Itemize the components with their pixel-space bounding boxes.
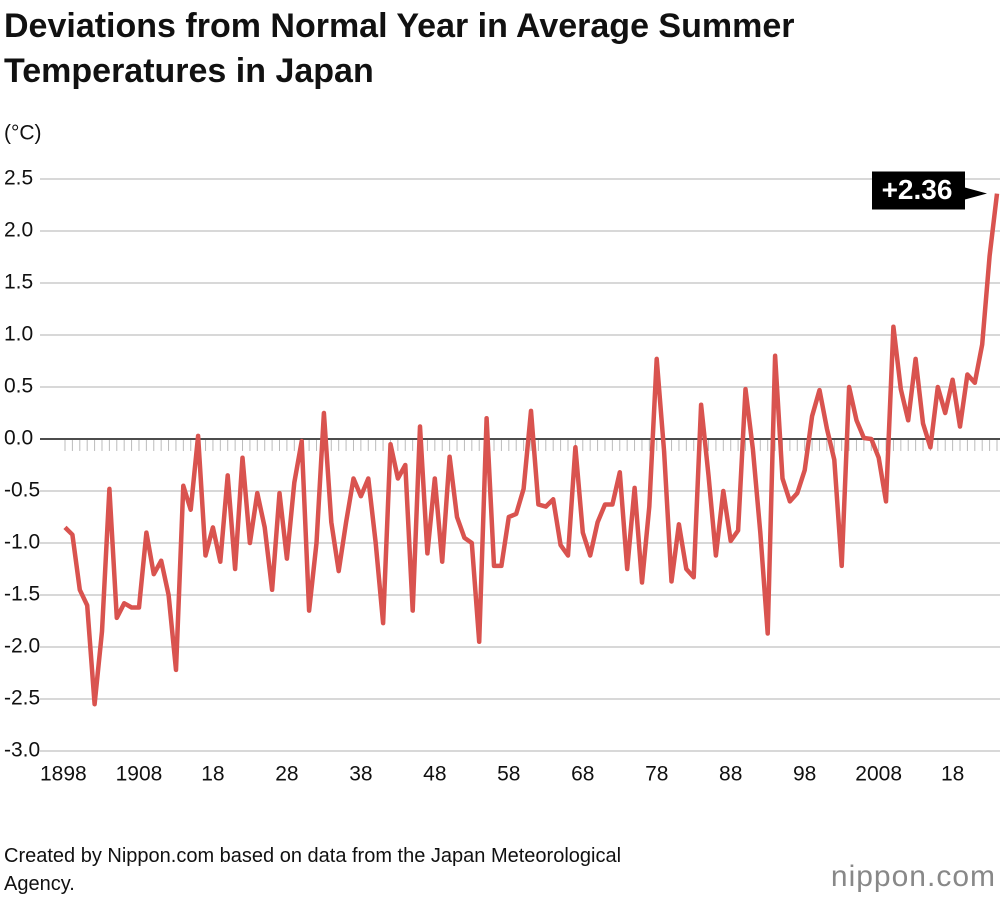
x-tick-label: 28 bbox=[275, 763, 298, 786]
x-tick-label: 48 bbox=[423, 763, 446, 786]
x-tick-label: 2008 bbox=[855, 763, 902, 786]
chart-title: Deviations from Normal Year in Average S… bbox=[4, 7, 795, 90]
y-tick-label: -3.0 bbox=[4, 739, 40, 762]
x-tick-label: 38 bbox=[349, 763, 372, 786]
x-tick-label: 88 bbox=[719, 763, 742, 786]
y-tick-label: -1.5 bbox=[4, 583, 40, 606]
logo: nippon.com bbox=[830, 860, 996, 893]
y-tick-label: -1.0 bbox=[4, 531, 40, 554]
y-tick-label: 1.0 bbox=[4, 323, 33, 346]
y-tick-label: -2.5 bbox=[4, 687, 40, 710]
x-tick-label: 1898 bbox=[40, 763, 87, 786]
x-tick-label: 58 bbox=[497, 763, 520, 786]
y-tick-label: -0.5 bbox=[4, 479, 40, 502]
x-tick-label: 18 bbox=[201, 763, 224, 786]
x-tick-label: 98 bbox=[793, 763, 816, 786]
x-tick-label: 78 bbox=[645, 763, 668, 786]
y-tick-label: 0.0 bbox=[4, 427, 33, 450]
y-tick-label: -2.0 bbox=[4, 635, 40, 658]
y-tick-label: 2.5 bbox=[4, 167, 33, 190]
y-tick-label: 2.0 bbox=[4, 219, 33, 242]
y-tick-label: 0.5 bbox=[4, 375, 33, 398]
x-tick-label: 1908 bbox=[116, 763, 163, 786]
x-tick-label: 18 bbox=[941, 763, 964, 786]
x-tick-label: 68 bbox=[571, 763, 594, 786]
y-tick-label: 1.5 bbox=[4, 271, 33, 294]
y-axis-label: (°C) bbox=[4, 122, 42, 145]
source-note: Created by Nippon.com based on data from… bbox=[4, 845, 622, 895]
annotation-label: +2.36 bbox=[882, 174, 953, 205]
data-line bbox=[63, 193, 1000, 707]
annotation-box bbox=[872, 171, 987, 210]
